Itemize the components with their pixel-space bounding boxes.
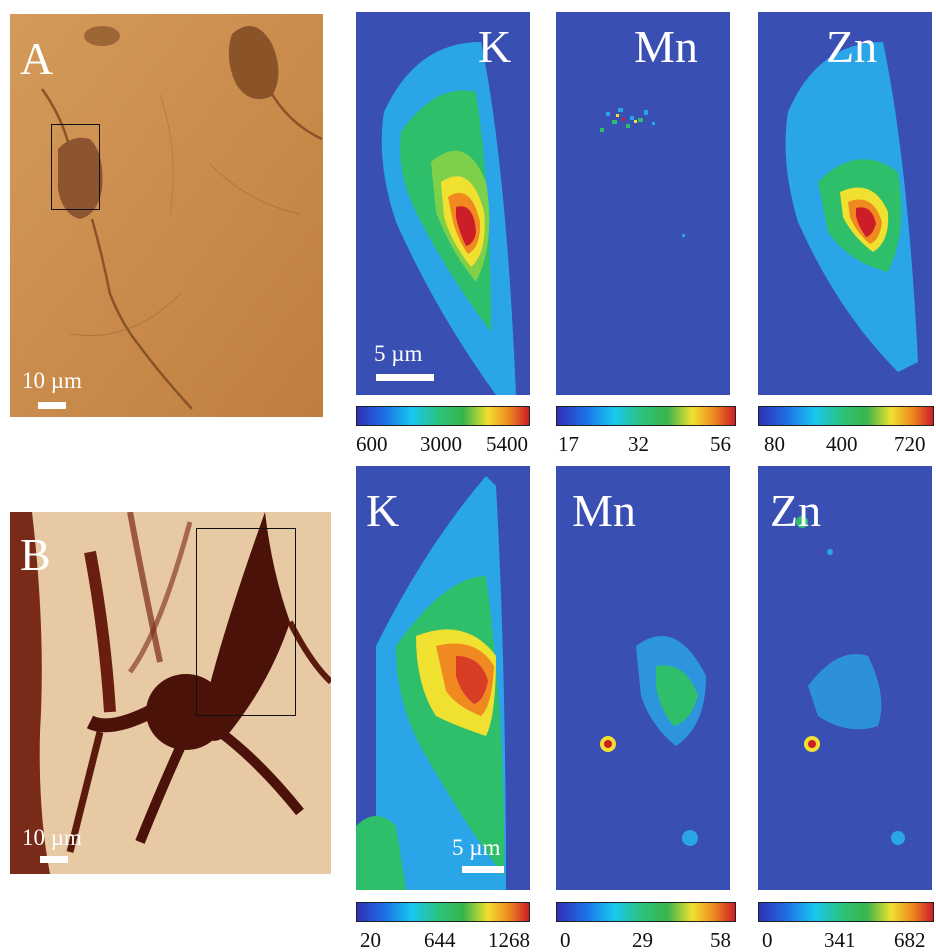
tick-a-mn-min: 17 — [558, 432, 579, 456]
scale-label-b: 10 µm — [22, 825, 82, 850]
tick-a-k-min: 600 — [356, 432, 388, 456]
tick-b-k-max: 1268 — [488, 928, 530, 952]
element-map-a-mn — [556, 12, 730, 395]
tick-a-zn-max: 720 — [894, 432, 926, 456]
element-map-b-k — [356, 466, 530, 890]
tick-a-mn-mid: 32 — [628, 432, 649, 456]
micrograph-a — [10, 14, 323, 417]
scale-bar-b — [40, 856, 68, 863]
element-label-a-k: K — [478, 21, 512, 72]
colorbar-a-mn — [556, 406, 736, 426]
scale-bar-b-k — [462, 866, 504, 873]
element-map-b-mn — [556, 466, 730, 890]
tick-b-k-mid: 644 — [424, 928, 456, 952]
tick-b-mn-min: 0 — [560, 928, 571, 952]
micrograph-b — [10, 512, 331, 874]
colorbar-b-k — [356, 902, 530, 922]
tick-a-mn-max: 56 — [710, 432, 731, 456]
scale-bar-a — [38, 402, 66, 409]
element-map-a-k — [356, 12, 530, 395]
scale-label-a: 10 µm — [22, 368, 82, 393]
scale-label-a-k: 5 µm — [374, 341, 423, 366]
tick-a-k-max: 5400 — [486, 432, 528, 456]
tick-b-zn-min: 0 — [762, 928, 773, 952]
colorbar-a-k — [356, 406, 530, 426]
element-label-a-mn: Mn — [634, 21, 698, 72]
scale-label-b-k: 5 µm — [452, 835, 501, 860]
element-label-b-zn: Zn — [770, 485, 822, 536]
element-map-a-zn — [758, 12, 932, 395]
panel-letter-a: A — [20, 33, 54, 84]
colorbar-a-zn — [758, 406, 934, 426]
region-of-interest-b — [196, 528, 296, 716]
region-of-interest-a — [51, 124, 100, 210]
tick-a-zn-min: 80 — [764, 432, 785, 456]
element-label-b-k: K — [366, 485, 400, 536]
panel-letter-b: B — [20, 529, 51, 580]
colorbar-b-mn — [556, 902, 736, 922]
colorbar-b-zn — [758, 902, 934, 922]
tick-b-mn-mid: 29 — [632, 928, 653, 952]
tick-b-zn-max: 682 — [894, 928, 926, 952]
tick-a-k-mid: 3000 — [420, 432, 462, 456]
element-label-b-mn: Mn — [572, 485, 636, 536]
tick-a-zn-mid: 400 — [826, 432, 858, 456]
element-map-b-zn — [758, 466, 932, 890]
tick-b-zn-mid: 341 — [824, 928, 856, 952]
element-label-a-zn: Zn — [826, 21, 878, 72]
tick-b-mn-max: 58 — [710, 928, 731, 952]
tick-b-k-min: 20 — [360, 928, 381, 952]
scale-bar-a-k — [376, 374, 434, 381]
